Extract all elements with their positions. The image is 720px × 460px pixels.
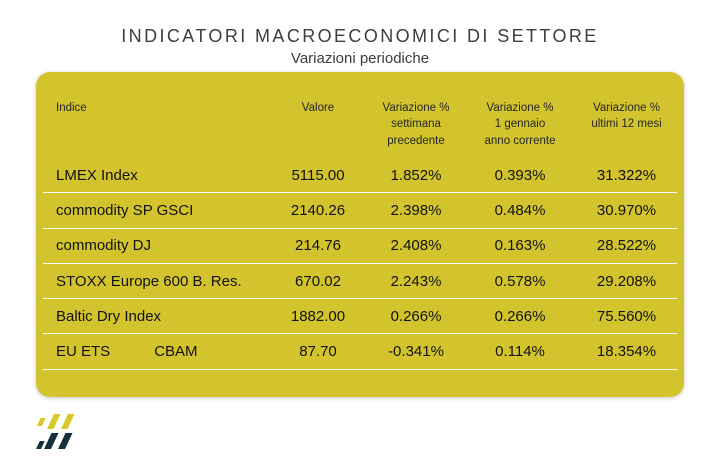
week-change-cell: 2.398%: [390, 201, 442, 219]
table-row: Baltic Dry Index 1882.00 0.266% 0.266% 7…: [43, 299, 677, 335]
table-row: EU ETS CBAM 87.70 -0.341% 0.114% 18.354%: [43, 334, 677, 370]
column-header-var-1-gennaio: Variazione % 1 gennaio anno corrente: [484, 102, 556, 147]
indicators-table: Indice Valore Variazione % settimana pre…: [36, 72, 684, 397]
value-cell: 5115.00: [291, 166, 345, 184]
table-row: LMEX Index 5115.00 1.852% 0.393% 31.322%: [43, 158, 677, 194]
index-name-cell: EU ETS CBAM: [43, 343, 268, 360]
twelve-month-change-cell: 30.970%: [596, 201, 657, 219]
twelve-month-change-cell: 29.208%: [596, 272, 657, 290]
table-body: LMEX Index 5115.00 1.852% 0.393% 31.322%…: [36, 158, 684, 370]
week-change-cell: 0.266%: [390, 307, 442, 325]
ytd-change-cell: 0.393%: [494, 166, 546, 184]
ytd-change-cell: 0.266%: [494, 307, 546, 325]
brand-logo: [36, 412, 80, 450]
page-subtitle: Variazioni periodiche: [290, 50, 430, 67]
twelve-month-change-cell: 75.560%: [596, 307, 657, 325]
twelve-month-change-cell: 18.354%: [596, 343, 657, 361]
index-name-cell: Baltic Dry Index: [43, 308, 268, 325]
double-slash-logo-icon: [36, 414, 75, 449]
index-name-cell: commodity SP GSCI: [43, 202, 268, 219]
ytd-change-cell: 0.163%: [494, 237, 546, 255]
index-name-secondary: CBAM: [154, 343, 198, 361]
value-cell: 670.02: [295, 272, 341, 290]
logo-top-slashes: [37, 414, 75, 429]
value-cell: 87.70: [299, 343, 337, 361]
index-name: commodity DJ: [56, 237, 152, 255]
value-cell: 214.76: [295, 237, 341, 255]
ytd-change-cell: 0.578%: [494, 272, 546, 290]
twelve-month-change-cell: 28.522%: [596, 237, 657, 255]
index-name-cell: STOXX Europe 600 B. Res.: [43, 273, 268, 290]
index-name: Baltic Dry Index: [56, 307, 162, 325]
week-change-cell: 2.408%: [390, 237, 442, 255]
week-change-cell: 1.852%: [390, 166, 442, 184]
index-name-cell: commodity DJ: [43, 237, 268, 254]
index-name: LMEX Index: [56, 166, 138, 184]
ytd-change-cell: 0.114%: [495, 343, 545, 361]
ytd-change-cell: 0.484%: [494, 201, 546, 219]
table-row: STOXX Europe 600 B. Res. 670.02 2.243% 0…: [43, 264, 677, 300]
page-title: INDICATORI MACROECONOMICI DI SETTORE: [121, 26, 599, 46]
week-change-cell: -0.341%: [388, 343, 444, 361]
column-header-valore: Valore: [301, 102, 335, 114]
week-change-cell: 2.243%: [390, 272, 442, 290]
table-header-row: Indice Valore Variazione % settimana pre…: [43, 72, 677, 158]
index-name: commodity SP GSCI: [56, 201, 194, 219]
value-cell: 1882.00: [290, 307, 346, 325]
table-row: commodity DJ 214.76 2.408% 0.163% 28.522…: [43, 229, 677, 264]
column-header-var-12-mesi: Variazione % ultimi 12 mesi: [591, 102, 662, 131]
logo-bottom-slashes: [36, 433, 73, 449]
column-header-indice: Indice: [56, 102, 87, 114]
twelve-month-change-cell: 31.322%: [596, 166, 657, 184]
index-name: EU ETS: [56, 343, 111, 361]
index-name-cell: LMEX Index: [43, 167, 268, 184]
index-name: STOXX Europe 600 B. Res.: [56, 272, 242, 290]
table-row: commodity SP GSCI 2140.26 2.398% 0.484% …: [43, 193, 677, 229]
value-cell: 2140.26: [290, 201, 346, 219]
column-header-var-settimana: Variazione % settimana precedente: [382, 102, 450, 147]
